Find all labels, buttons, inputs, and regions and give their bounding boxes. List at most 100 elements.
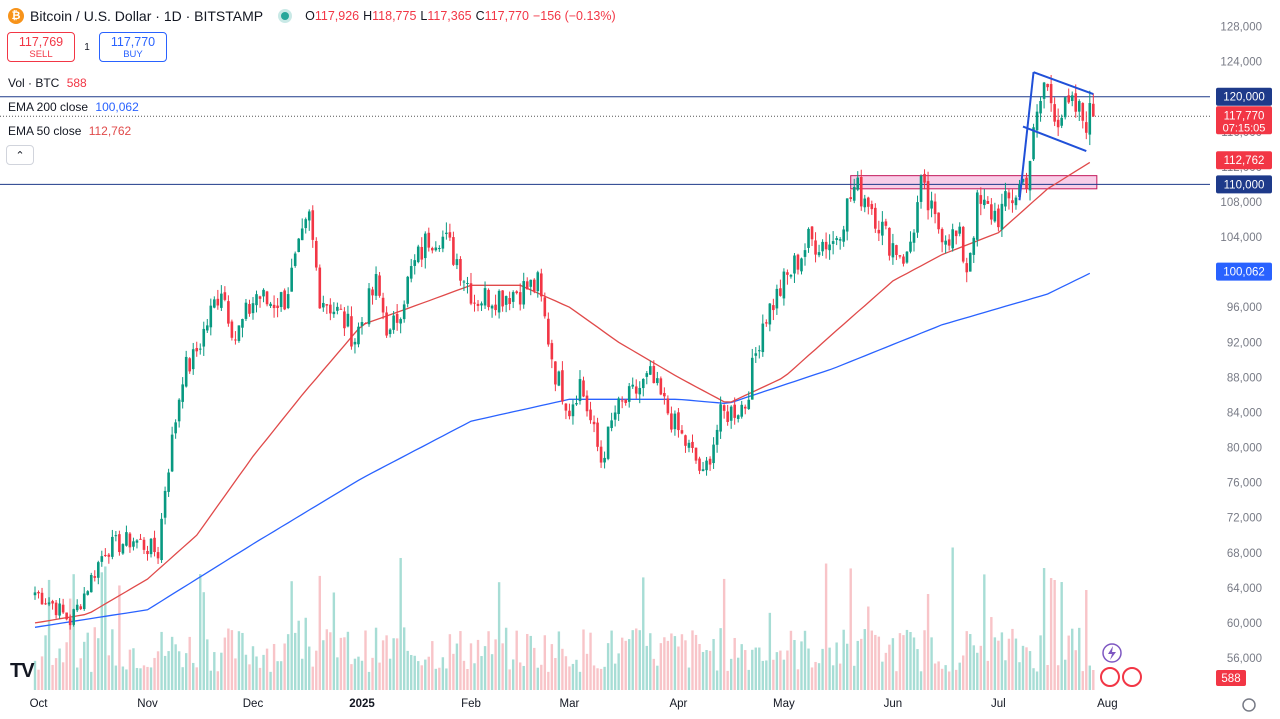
volume-bar — [888, 644, 891, 690]
candle-body — [402, 304, 406, 320]
candle-body — [230, 321, 234, 338]
buy-button[interactable]: 117,770 BUY — [99, 32, 167, 62]
volume-bar — [722, 578, 726, 690]
candle-body — [388, 329, 392, 335]
volume-bar — [79, 658, 82, 690]
candle-body — [360, 322, 364, 326]
candle-body — [350, 316, 353, 347]
candle-body — [666, 398, 670, 414]
candle-body — [167, 472, 170, 492]
ema50-legend[interactable]: EMA 50 close 112,762 — [8, 124, 131, 138]
volume-bar — [680, 634, 684, 690]
candle-body — [441, 236, 445, 249]
volume-bar — [251, 646, 255, 690]
candle-body — [800, 258, 803, 272]
candle-body — [262, 289, 265, 297]
candle-body — [937, 212, 940, 230]
candle-body — [220, 293, 223, 308]
us-economic-event-icon-2[interactable] — [1122, 667, 1142, 687]
volume-bar — [135, 667, 139, 690]
volume-bar — [1014, 638, 1018, 690]
volume-bar — [870, 630, 874, 690]
volume-bar — [114, 665, 118, 690]
candle-body — [870, 204, 874, 210]
volume-bar — [772, 659, 775, 690]
us-economic-event-icon[interactable] — [1100, 667, 1120, 687]
volume-bar — [195, 667, 198, 690]
candle-body — [772, 305, 775, 311]
volume-bar — [613, 663, 617, 690]
candle-body — [61, 604, 65, 613]
candle-body — [1088, 103, 1092, 135]
volume-bar — [167, 651, 170, 690]
candle-body — [606, 426, 610, 459]
candle-body — [814, 240, 817, 255]
time-axis[interactable]: Oct Nov Dec 2025 Feb Mar Apr May Jun Jul Aug — [30, 698, 1118, 710]
volume-bar — [638, 630, 641, 690]
volume-bar — [241, 632, 244, 690]
candle-body — [1070, 95, 1074, 101]
candle-body — [1035, 111, 1039, 131]
volume-bar — [663, 637, 666, 690]
volume-bar — [993, 637, 997, 690]
volume-bar — [705, 650, 708, 690]
candle-body — [118, 534, 121, 553]
volume-bar — [220, 652, 223, 690]
volume-legend[interactable]: Vol · BTC 588 — [8, 76, 87, 90]
candle-body — [276, 305, 279, 309]
volume-bar — [346, 631, 350, 690]
ohlc-values: O117,926 H118,775 L117,365 C117,770 −156… — [305, 9, 616, 23]
volume-bar — [392, 638, 395, 690]
ema200-legend-name: EMA 200 close — [8, 100, 89, 114]
price-tick-label: 96,000 — [1227, 302, 1262, 314]
volume-bar — [381, 640, 385, 690]
volume-bar — [838, 663, 842, 690]
candle-body — [705, 460, 708, 471]
collapse-legend-button[interactable]: ⌃ — [6, 145, 34, 165]
volume-bar — [1049, 578, 1053, 690]
volume-bar — [206, 639, 209, 690]
volume-bar — [445, 668, 448, 690]
volume-bar — [803, 630, 807, 690]
sell-button[interactable]: 117,769 SELL — [7, 32, 75, 62]
candle-body — [272, 304, 276, 309]
volume-bar — [360, 660, 364, 690]
volume-bar — [283, 643, 286, 690]
open-label: O — [305, 9, 315, 23]
volume-bar — [494, 639, 497, 690]
candle-body — [170, 434, 174, 472]
candle-body — [255, 294, 258, 306]
lightning-bolt-icon — [1108, 646, 1116, 660]
volume-bar — [891, 638, 895, 690]
volume-bar — [318, 575, 321, 690]
volume-bar — [227, 628, 230, 690]
candle-body — [571, 404, 575, 417]
candles — [33, 75, 1095, 630]
volume-bar — [244, 654, 248, 690]
candle-body — [96, 562, 100, 578]
candle-body — [958, 226, 962, 234]
candle-body — [297, 238, 300, 253]
candle-body — [434, 247, 438, 251]
horizontal-levels — [0, 96, 1210, 185]
candle-body — [620, 400, 624, 402]
candle-body — [511, 292, 515, 302]
settings-gear-icon[interactable] — [1242, 698, 1256, 712]
candle-body — [420, 246, 424, 260]
volume-bar — [863, 629, 866, 690]
volume-bar — [118, 585, 121, 690]
candle-body — [947, 239, 951, 246]
volume-bar — [800, 641, 803, 690]
candle-body — [715, 429, 719, 445]
ema200-legend[interactable]: EMA 200 close 100,062 — [8, 100, 139, 114]
volume-bar — [58, 648, 61, 690]
candle-body — [972, 237, 976, 255]
candle-body — [540, 273, 543, 297]
volume-bar — [336, 657, 339, 690]
volume-bar — [1035, 671, 1039, 690]
volume-bar — [293, 632, 297, 690]
symbol-title[interactable]: Bitcoin / U.S. Dollar · 1D · BITSTAMP — [30, 8, 264, 24]
countdown-label: 07:15:05 — [1223, 122, 1266, 134]
candle-body — [68, 618, 72, 626]
